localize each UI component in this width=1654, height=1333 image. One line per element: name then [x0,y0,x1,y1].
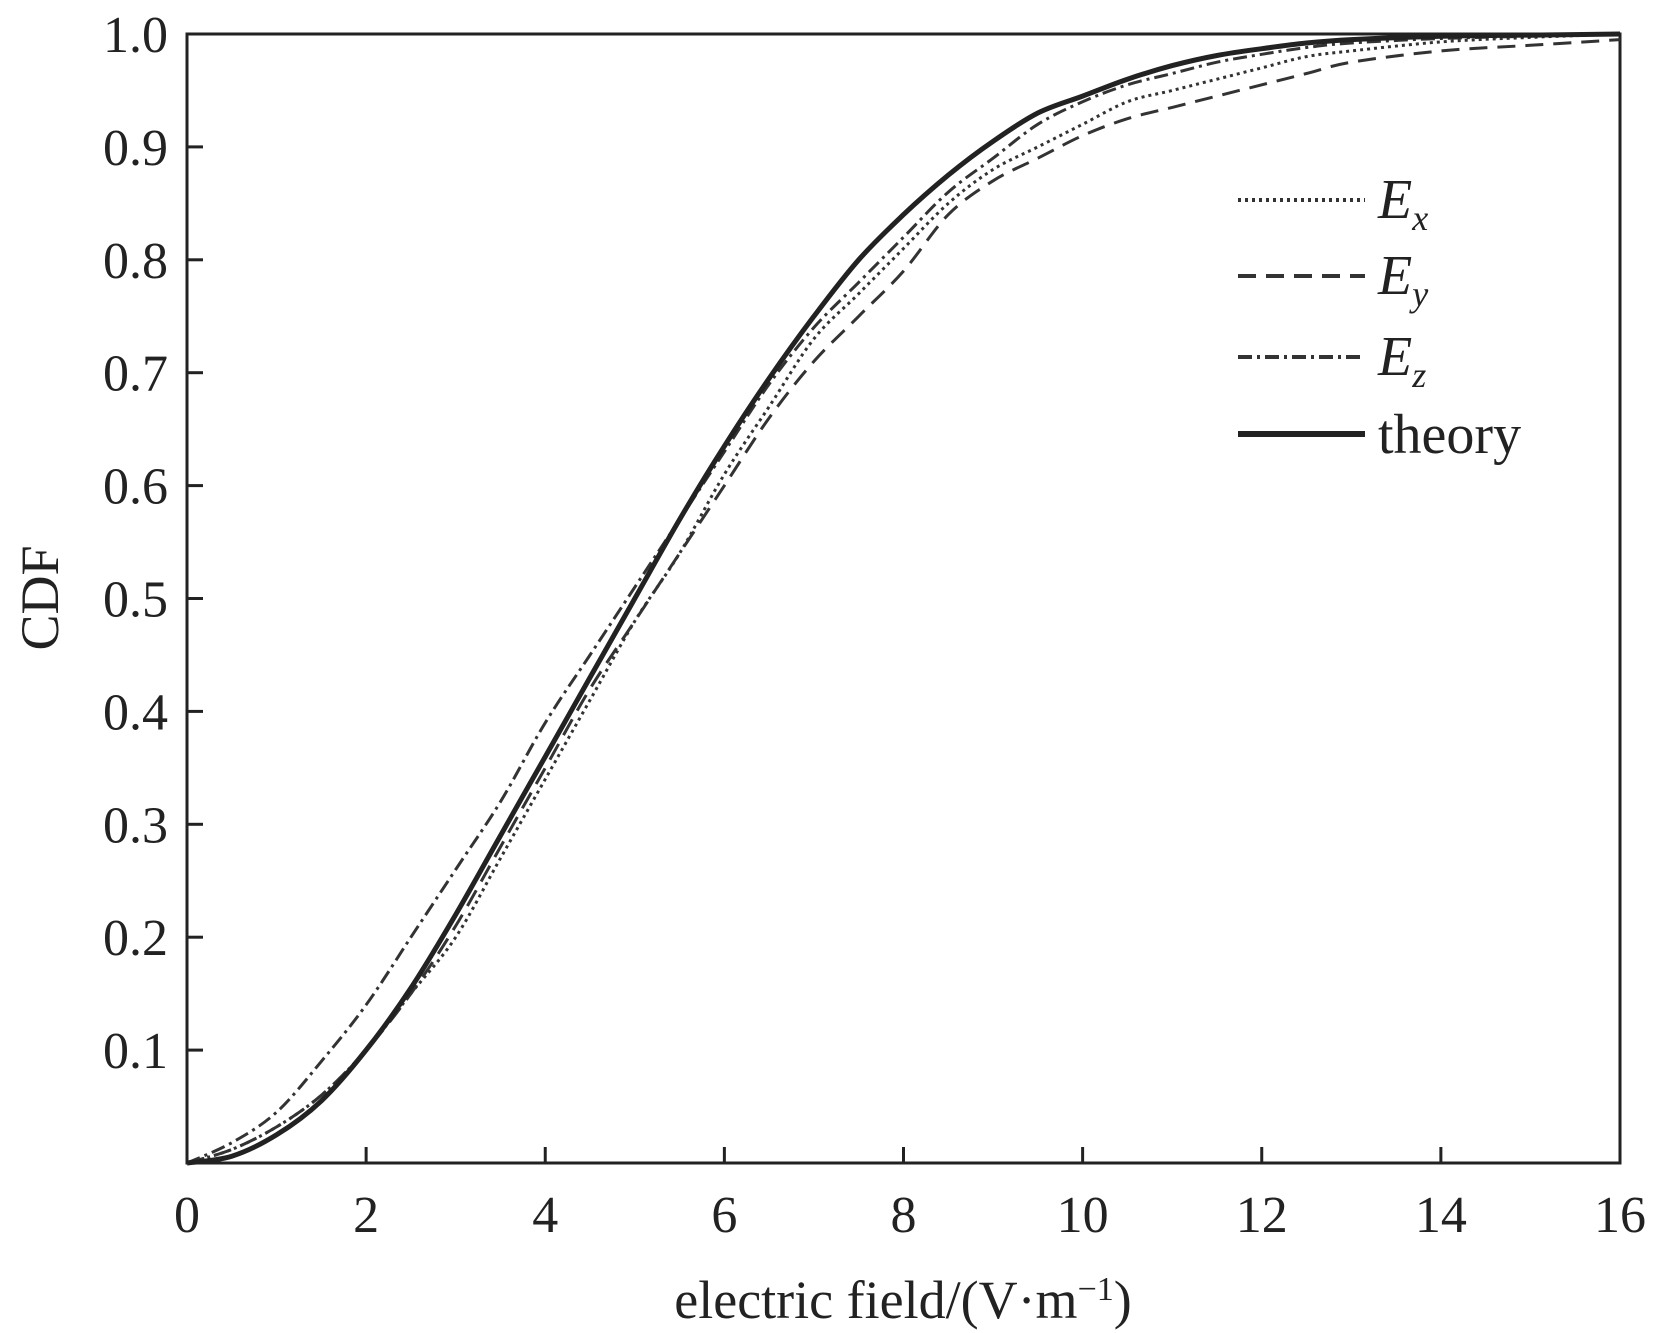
y-axis-title: CDF [10,545,70,650]
y-tick-label: 0.7 [103,346,168,403]
y-tick-label: 0.5 [103,572,168,629]
series-line-theory [186,31,1621,1166]
x-axis-title: electric field/(V·m−1) [674,1270,1131,1330]
x-tick-label: 10 [1057,1187,1109,1244]
legend-label-ez: Ez [1377,326,1426,395]
legend-label-ez-main: E [1377,326,1412,388]
series-line-ey [186,38,1621,1165]
x-tick-label: 8 [891,1187,917,1244]
axis-ticks [185,32,1622,1163]
x-axis-title-close: ) [1114,1270,1132,1330]
y-tick-label: 0.2 [103,910,168,967]
y-tick-label: 0.1 [103,1023,168,1080]
series-lines [186,31,1621,1166]
legend-label-theory: theory [1378,404,1521,466]
y-tick-label: 1.0 [103,7,168,64]
legend-label-ex: Ex [1377,169,1428,238]
x-tick-label: 6 [711,1187,737,1244]
tick-labels: 0 2 4 6 8 10 12 14 16 0.1 0.2 0.3 0.4 0.5 0.6 0.7 0.8 0.9… [103,7,1646,1244]
y-tick-label: 0.6 [103,459,168,516]
x-tick-label: 16 [1594,1187,1646,1244]
y-tick-label: 0.3 [103,797,168,854]
x-axis-title-main: electric field/(V·m [674,1270,1077,1330]
series-line-ex [186,32,1621,1165]
x-tick-label: 4 [532,1187,558,1244]
legend-label-ey: Ey [1377,245,1428,314]
legend-label-ey-sub: y [1409,274,1428,314]
x-axis-title-superscript: −1 [1078,1271,1114,1308]
legend: Ex Ey Ez theory [1238,169,1521,466]
legend-label-ex-main: E [1377,169,1412,231]
legend-label-ey-main: E [1377,245,1412,307]
x-tick-label: 0 [174,1187,200,1244]
x-tick-label: 12 [1236,1187,1288,1244]
x-tick-label: 2 [353,1187,379,1244]
y-tick-label: 0.4 [103,684,168,741]
legend-label-ez-sub: z [1411,355,1426,395]
x-tick-label: 14 [1415,1187,1467,1244]
legend-label-ex-sub: x [1411,198,1428,238]
y-tick-label: 0.8 [103,233,168,290]
y-tick-label: 0.9 [103,120,168,177]
